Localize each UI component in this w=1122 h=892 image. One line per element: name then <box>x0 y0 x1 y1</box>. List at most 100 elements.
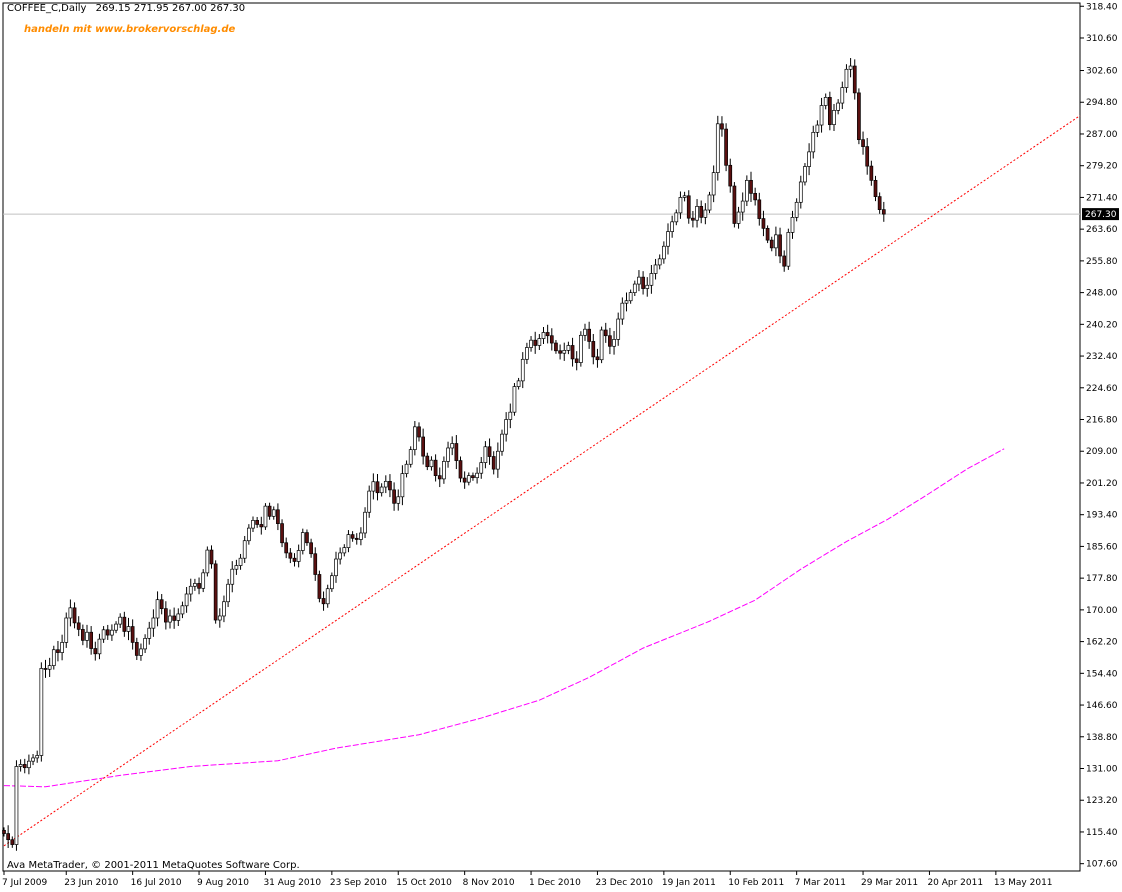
candle <box>740 192 745 221</box>
candle <box>612 331 616 355</box>
candle-body <box>226 583 230 603</box>
candle <box>22 758 27 774</box>
candle-body <box>707 194 712 211</box>
candle-body <box>205 549 210 574</box>
candle-body <box>188 585 193 595</box>
candle <box>641 271 645 295</box>
candle <box>595 348 600 368</box>
candle <box>529 336 533 352</box>
candle-body <box>346 534 351 548</box>
candle <box>56 640 60 662</box>
candle-body <box>379 486 384 494</box>
y-tick-label: 287.00 <box>1086 130 1118 140</box>
candle <box>85 624 89 648</box>
candle-body <box>736 211 741 224</box>
candle <box>51 645 56 670</box>
candle-body <box>612 339 616 347</box>
candle <box>134 637 139 661</box>
candle <box>857 88 861 145</box>
candle <box>442 456 446 484</box>
candle <box>371 473 376 500</box>
candle <box>105 624 110 640</box>
candle <box>761 210 766 237</box>
moving-average-line <box>3 448 1005 788</box>
plot-area[interactable] <box>2 2 1081 872</box>
candle <box>10 836 15 848</box>
candle-body <box>616 318 621 340</box>
candle <box>491 451 496 475</box>
candle-body <box>823 97 828 106</box>
candle <box>811 125 816 159</box>
candle-body <box>126 626 131 632</box>
candle-body <box>155 599 160 619</box>
candle-body <box>703 209 708 218</box>
y-tick-label: 318.40 <box>1086 2 1118 12</box>
candle <box>433 454 438 482</box>
candle-body <box>769 239 774 249</box>
y-tick-label: 177.80 <box>1086 574 1118 584</box>
candle-body <box>632 283 637 293</box>
candle <box>122 611 127 637</box>
candle-body <box>525 347 529 360</box>
candle <box>545 324 550 344</box>
candle <box>280 519 284 548</box>
y-tick-label: 162.20 <box>1086 638 1118 648</box>
candle <box>454 435 459 470</box>
candle <box>508 403 513 429</box>
candle-body <box>280 523 284 544</box>
candle <box>309 538 313 558</box>
candle-body <box>118 616 123 625</box>
candle <box>321 591 326 611</box>
candle-body <box>363 511 367 534</box>
candle <box>608 327 612 355</box>
candle <box>823 93 828 110</box>
candle <box>172 607 176 629</box>
candle <box>732 182 737 228</box>
candle <box>504 412 508 442</box>
candle <box>238 553 243 570</box>
candle <box>541 327 546 345</box>
candle <box>118 613 123 628</box>
candle <box>35 750 40 763</box>
candle <box>346 530 351 553</box>
candle <box>392 482 396 511</box>
candle <box>325 584 330 608</box>
candle <box>76 616 81 637</box>
candle-body <box>2 829 6 834</box>
candle-body <box>840 87 845 104</box>
candle-body <box>603 329 608 337</box>
candle-body <box>334 558 338 577</box>
candle-body <box>803 166 807 183</box>
candle <box>574 351 579 371</box>
candle-body <box>732 185 737 224</box>
candle-body <box>794 201 799 218</box>
candle-body <box>238 557 243 566</box>
candle <box>645 277 650 297</box>
x-tick-label: 1 Dec 2010 <box>529 878 581 888</box>
candle <box>670 215 675 238</box>
candle <box>877 192 882 214</box>
candle-body <box>421 436 425 457</box>
candle <box>682 191 687 202</box>
candle-body <box>869 165 874 181</box>
candle <box>512 383 517 416</box>
candle <box>570 337 575 367</box>
candle-body <box>798 181 803 203</box>
candle <box>255 516 259 528</box>
candle-body <box>371 481 376 492</box>
candle <box>338 547 342 565</box>
candle <box>367 485 372 518</box>
candle-body <box>230 568 235 585</box>
candle-body <box>537 338 542 346</box>
candle-body <box>877 196 882 210</box>
candle <box>168 609 172 629</box>
candle-body <box>31 757 35 762</box>
candle <box>691 210 695 228</box>
candle-body <box>309 542 313 555</box>
candle <box>699 200 704 224</box>
candle-body <box>296 550 301 562</box>
candle <box>143 634 147 654</box>
candle <box>591 333 596 365</box>
candle <box>500 429 504 456</box>
